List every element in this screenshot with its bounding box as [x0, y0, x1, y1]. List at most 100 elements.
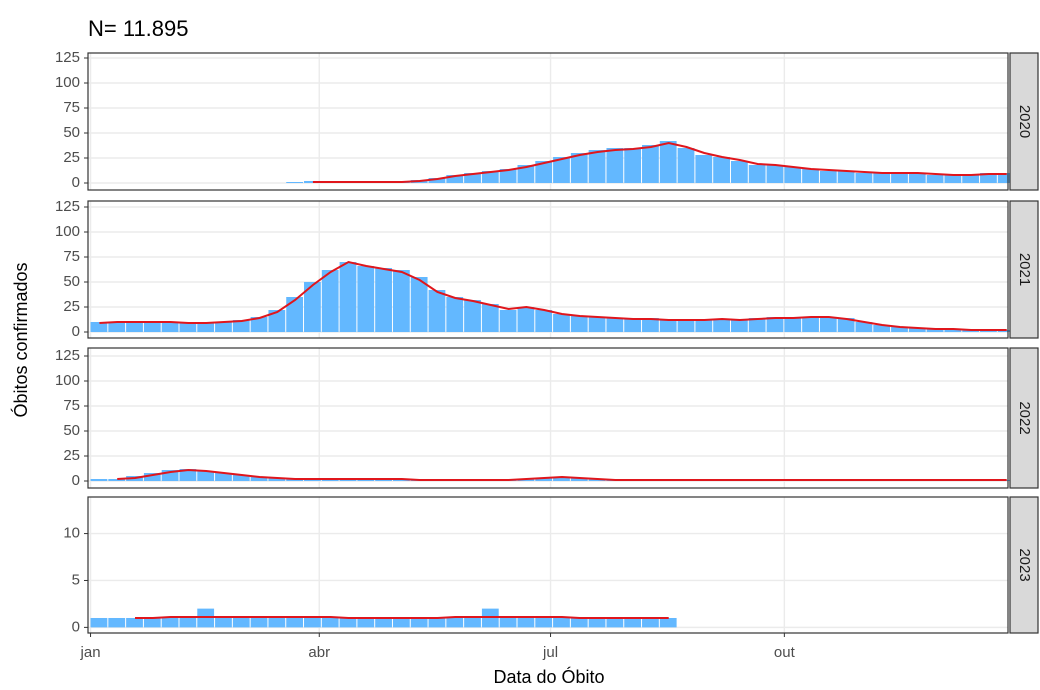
bar: [108, 322, 126, 332]
bar: [464, 617, 481, 628]
bar: [250, 617, 268, 628]
bar: [873, 325, 891, 332]
bar: [944, 175, 962, 183]
bar: [588, 317, 606, 332]
bar: [517, 307, 535, 332]
bar: [392, 270, 410, 332]
bar: [819, 317, 837, 332]
bar: [464, 300, 481, 332]
bar: [926, 329, 944, 332]
x-tick-label: jul: [542, 644, 558, 661]
bar: [268, 478, 286, 481]
panel-border: [87, 200, 1009, 339]
bar: [642, 145, 659, 183]
bar: [339, 617, 357, 628]
bar: [588, 617, 606, 628]
bar: [535, 161, 553, 183]
panel-border: [87, 347, 1009, 489]
bar: [90, 479, 108, 481]
bar: [179, 322, 197, 332]
bar: [837, 318, 855, 332]
bar: [766, 317, 784, 332]
bar: [766, 165, 784, 183]
y-tick-label: 0: [72, 618, 80, 635]
bar: [659, 617, 677, 628]
bar: [855, 322, 873, 332]
bar: [446, 297, 464, 332]
facet-strip: [1009, 200, 1039, 339]
facet-label: 2020: [1016, 105, 1033, 138]
bar: [286, 479, 304, 481]
bar: [553, 477, 570, 481]
bar: [606, 148, 624, 183]
bar: [980, 173, 997, 183]
bar: [908, 173, 926, 183]
bar: [339, 262, 357, 332]
bar: [926, 175, 944, 183]
bar: [659, 320, 677, 332]
chart-title: N= 11.895: [88, 16, 189, 41]
bar: [446, 175, 464, 183]
bar: [143, 473, 161, 481]
bar: [642, 617, 659, 628]
bar: [677, 148, 695, 183]
bar: [286, 182, 304, 183]
y-tick-label: 25: [63, 149, 80, 166]
facet-strip: [1009, 496, 1039, 634]
bar: [215, 322, 232, 332]
bar: [250, 477, 268, 481]
bar: [659, 141, 677, 183]
bar: [268, 310, 286, 332]
bar: [891, 327, 908, 332]
bar: [855, 173, 873, 183]
bar: [392, 617, 410, 628]
panel-background: [88, 497, 1008, 633]
moving-average-line: [117, 468, 1007, 481]
y-tick-label: 100: [55, 372, 80, 389]
y-tick-label: 0: [72, 323, 80, 340]
bar: [730, 161, 748, 183]
bar: [126, 322, 143, 332]
bar: [962, 174, 980, 183]
bar: [357, 266, 375, 332]
bar: [677, 320, 695, 332]
bar: [232, 475, 250, 481]
bar: [624, 617, 642, 628]
bar: [321, 270, 339, 332]
bar: [410, 277, 428, 332]
facet-strip: [1009, 347, 1039, 489]
bar: [891, 173, 908, 183]
bar: [90, 322, 108, 332]
panel-border: [87, 496, 1009, 634]
bar: [570, 478, 588, 481]
bar: [304, 617, 321, 628]
bar: [286, 617, 304, 628]
bar: [108, 479, 126, 481]
y-tick-label: 5: [72, 571, 80, 588]
bar: [997, 173, 1015, 183]
bar: [553, 617, 570, 628]
bar: [215, 473, 232, 481]
bar: [499, 310, 517, 332]
moving-average-line: [312, 141, 1007, 183]
bar: [357, 617, 375, 628]
bar: [624, 148, 642, 183]
y-axis-label: Óbitos confirmados: [10, 262, 31, 417]
panel-background: [88, 348, 1008, 488]
bar: [837, 171, 855, 183]
x-tick-label: out: [774, 644, 796, 661]
bar: [553, 314, 570, 332]
bar: [143, 617, 161, 628]
bar: [161, 617, 179, 628]
bar: [784, 317, 802, 332]
y-tick-label: 75: [63, 248, 80, 265]
bar: [908, 328, 926, 332]
bar: [499, 617, 517, 628]
bar: [375, 617, 392, 628]
bar: [215, 617, 232, 628]
bar: [819, 171, 837, 183]
bar: [446, 617, 464, 628]
bar: [232, 617, 250, 628]
bar: [944, 329, 962, 332]
bar: [250, 317, 268, 332]
